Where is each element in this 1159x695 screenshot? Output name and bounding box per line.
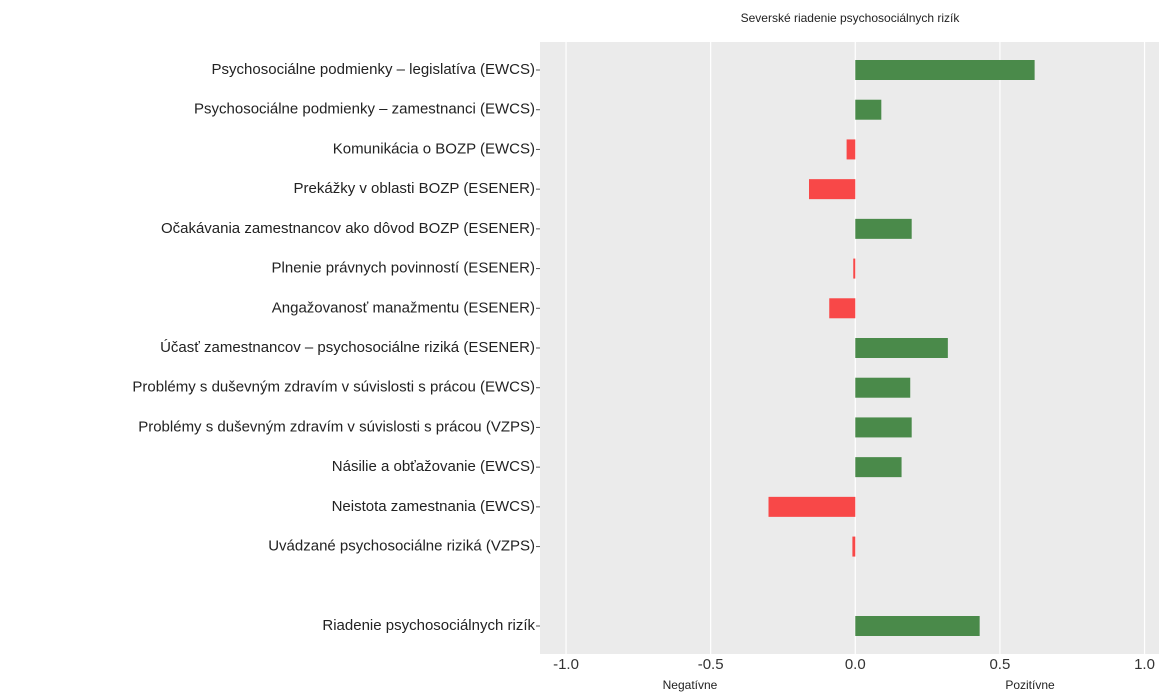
x-tick-label: 0.0 [845,656,866,673]
y-tick-label: Angažovanosť manažmentu (ESENER) [272,299,535,316]
bar [855,616,980,636]
y-tick-label: Neistota zamestnania (EWCS) [332,498,535,515]
bar [855,377,911,398]
bar [853,258,856,279]
y-tick-label: Komunikácia o BOZP (EWCS) [333,140,535,157]
y-tick-label: Psychosociálne podmienky – legislatíva (… [212,61,535,78]
bar [768,496,856,517]
y-tick-label: Uvádzané psychosociálne riziká (VZPS) [268,538,535,555]
y-tick-label: Psychosociálne podmienky – zamestnanci (… [194,101,535,118]
bar [855,60,1035,80]
x-label-positive: Pozitívne [1005,678,1055,692]
chart-title: Severské riadenie psychosociálnych rizík [741,11,961,25]
y-tick-label: Očakávania zamestnancov ako dôvod BOZP (… [161,220,535,237]
y-tick-label: Plnenie právnych povinností (ESENER) [272,260,535,277]
y-tick-label: Riadenie psychosociálnych rizík [322,617,535,634]
bar [829,298,856,319]
y-tick-label: Problémy s duševným zdravím v súvislosti… [132,379,535,396]
bar [855,417,912,438]
plot-background [540,42,1159,654]
bar [852,536,856,557]
bar [855,218,912,239]
bar [855,338,948,358]
bar [855,99,882,120]
bar [855,457,902,478]
bar [846,139,856,160]
x-tick-label: -1.0 [553,656,579,673]
y-tick-label: Násilie a obťažovanie (EWCS) [332,458,535,475]
x-tick-label: 0.5 [989,656,1010,673]
x-tick-label: -0.5 [698,656,724,673]
y-tick-label: Problémy s duševným zdravím v súvislosti… [138,418,535,435]
x-tick-label: 1.0 [1134,656,1155,673]
bar [809,179,856,200]
y-tick-label: Prekážky v oblasti BOZP (ESENER) [294,180,535,197]
y-tick-label: Účasť zamestnancov – psychosociálne rizi… [160,339,535,356]
x-label-negative: Negatívne [663,678,718,692]
